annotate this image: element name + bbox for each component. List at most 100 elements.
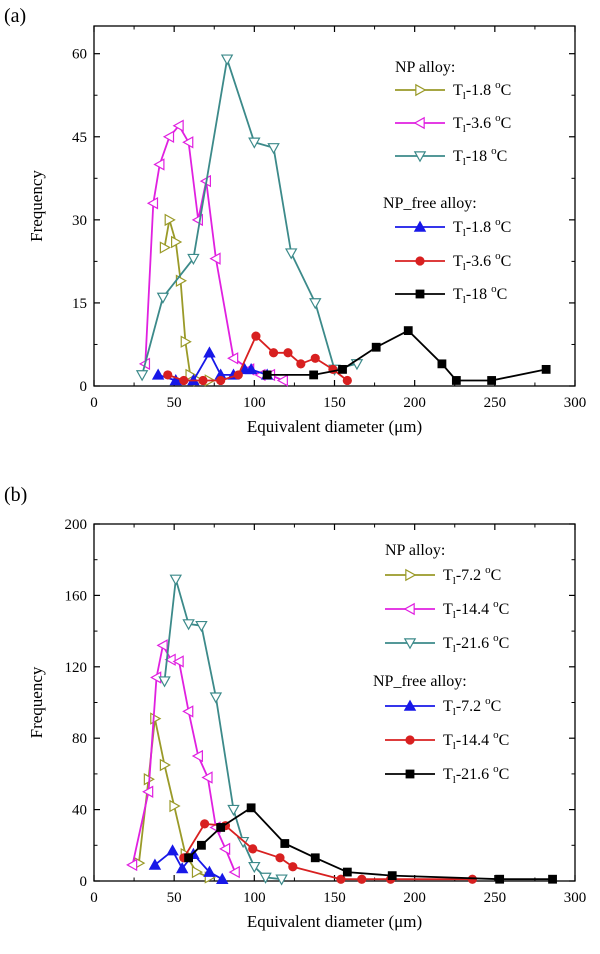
data-point [187, 253, 200, 266]
data-point [357, 874, 367, 884]
legend-entry: Tl-3.6 oC [453, 112, 511, 135]
data-point [336, 874, 346, 884]
data-point [184, 853, 193, 863]
data-point [216, 823, 226, 832]
legend-heading: NP alloy: [395, 59, 455, 76]
plot-frame [93, 25, 576, 387]
data-point [164, 653, 176, 666]
data-point [169, 574, 182, 586]
data-point [244, 362, 258, 375]
chart-panel-a: (a) 0 50 100 150 200 250 300 0 15 30 45 60 Equivalent… [4, 5, 586, 436]
x-axis-title: Equivalent diameter (μm) [247, 417, 422, 436]
x-tick-label: 300 [564, 395, 587, 411]
legend: NP alloy: Tl-7.2 oC Tl-14.4 oC Tl-21.6 oC NP… [373, 542, 509, 786]
y-tick-label: 80 [72, 731, 87, 747]
data-point [342, 867, 352, 877]
data-point [437, 359, 447, 369]
y-tick-label: 120 [65, 660, 88, 676]
x-axis-title: Equivalent diameter (μm) [247, 912, 422, 931]
y-tick-label: 45 [72, 130, 87, 146]
x-tick-label: 300 [564, 890, 587, 906]
data-point [371, 342, 381, 352]
data-point [162, 130, 175, 143]
series-1 [159, 213, 216, 387]
y-axis-title: Frequency [27, 666, 46, 738]
data-point [135, 370, 149, 382]
data-point [159, 241, 171, 254]
data-point [180, 335, 192, 348]
data-point [310, 853, 320, 863]
data-point [200, 819, 210, 829]
data-point [248, 861, 261, 874]
legend-swatch-marker [403, 602, 415, 616]
data-point [219, 842, 231, 856]
y-tick-label: 30 [72, 213, 87, 229]
legend-swatch-marker [415, 289, 425, 299]
data-point [182, 619, 195, 631]
chart-panel-b: (b) 0 50 100 150 200 250 300 0 40 80 120 160 200 Equiv… [4, 484, 586, 931]
data-point [248, 844, 258, 854]
legend-swatch-marker [405, 735, 415, 745]
data-point [541, 364, 551, 374]
y-tick-label: 160 [65, 588, 88, 604]
series-line [131, 644, 236, 873]
panel-label: (a) [4, 5, 26, 27]
data-point [151, 368, 165, 380]
plot-frame [93, 523, 576, 882]
data-point [191, 865, 204, 879]
data-point [309, 298, 322, 310]
legend-entry: Tl-14.4 oC [443, 729, 509, 752]
data-point [284, 248, 298, 260]
series-5 [163, 331, 352, 386]
data-point [233, 370, 243, 380]
data-point [236, 836, 250, 849]
data-point [156, 639, 168, 652]
data-point [338, 364, 347, 374]
data-point [288, 862, 298, 872]
data-point [227, 804, 240, 817]
series-3 [158, 574, 288, 886]
data-point [276, 374, 288, 387]
data-point [209, 252, 221, 265]
data-point [191, 749, 203, 763]
y-tick-label: 0 [80, 379, 88, 395]
legend-entry: Tl-21.6 oC [443, 763, 509, 786]
legend-heading: NP_free alloy: [383, 195, 477, 212]
data-point [126, 858, 138, 872]
series-6 [262, 326, 551, 385]
data-point [163, 370, 173, 380]
data-point [387, 871, 397, 881]
data-point [164, 213, 176, 227]
legend-entry: Tl-14.4 oC [443, 598, 509, 621]
data-point [159, 758, 171, 772]
data-point [185, 368, 197, 382]
series-line [187, 806, 553, 881]
x-tick-label: 200 [403, 395, 426, 411]
data-point [142, 785, 154, 798]
data-point [146, 197, 159, 210]
data-point [197, 840, 206, 850]
x-tick-label: 200 [403, 890, 426, 906]
data-point [216, 872, 229, 884]
legend-entry: Tl-7.2 oC [443, 695, 501, 718]
y-tick-label: 60 [72, 47, 87, 63]
data-point [158, 676, 171, 688]
data-point [228, 865, 240, 879]
data-point [198, 375, 208, 386]
data-point [172, 119, 184, 132]
data-point [275, 874, 288, 886]
data-point [156, 292, 170, 304]
legend: NP alloy: Tl-1.8 oC Tl-3.6 oC Tl-18 oC NP_fr… [383, 59, 511, 306]
data-point [451, 376, 461, 385]
data-point [280, 839, 290, 848]
data-point [275, 853, 285, 863]
data-point [403, 326, 413, 336]
x-tick-label: 50 [167, 890, 182, 906]
data-point [220, 54, 234, 66]
data-point [283, 348, 293, 358]
data-point [296, 359, 306, 369]
panel-label: (b) [4, 484, 27, 506]
x-tick-label: 100 [243, 890, 266, 906]
data-point [169, 799, 181, 813]
